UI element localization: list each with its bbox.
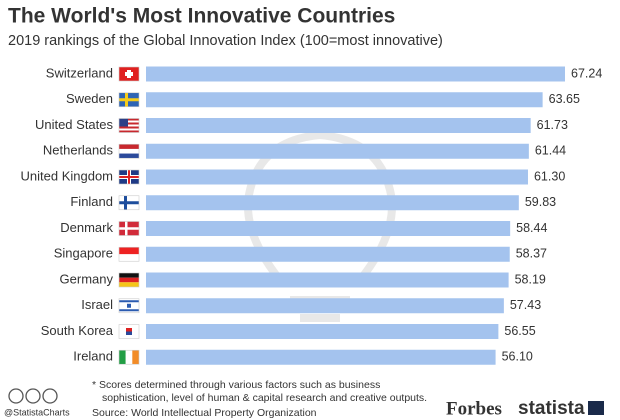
flag-part bbox=[126, 328, 132, 332]
flag-part bbox=[119, 176, 139, 178]
bar bbox=[146, 169, 528, 185]
bar bbox=[146, 349, 496, 365]
license-icons bbox=[8, 388, 58, 404]
value-label: 58.37 bbox=[516, 247, 547, 261]
value-label: 61.30 bbox=[534, 169, 565, 183]
category-label: Sweden bbox=[66, 91, 113, 106]
flag-border bbox=[118, 169, 140, 185]
flag-part bbox=[119, 277, 139, 283]
flag bbox=[118, 169, 140, 185]
bar bbox=[146, 298, 504, 314]
flag bbox=[118, 92, 140, 108]
flag-border bbox=[118, 349, 140, 365]
forbes-logo: Forbes bbox=[446, 398, 502, 419]
value-label: 59.83 bbox=[525, 195, 556, 209]
flag bbox=[118, 246, 140, 262]
value-label: 56.10 bbox=[502, 350, 533, 364]
flag bbox=[118, 324, 140, 339]
value-label: 56.55 bbox=[504, 324, 535, 338]
flag-border bbox=[118, 298, 140, 314]
flag-border bbox=[118, 92, 140, 108]
category-label: Ireland bbox=[73, 349, 113, 364]
flag-border bbox=[118, 246, 140, 262]
flag-part bbox=[119, 350, 126, 365]
flag bbox=[118, 195, 140, 211]
flag-part bbox=[125, 72, 133, 76]
flag-part bbox=[126, 331, 132, 335]
category-label: Netherlands bbox=[43, 143, 114, 158]
bar bbox=[146, 143, 529, 159]
flag-border bbox=[118, 221, 140, 236]
flag-border bbox=[118, 118, 140, 133]
flag-part bbox=[119, 122, 139, 125]
flag bbox=[118, 221, 140, 236]
bar bbox=[146, 195, 519, 211]
flag bbox=[118, 298, 140, 314]
flag-part bbox=[119, 282, 139, 287]
flag-border bbox=[118, 195, 140, 211]
category-label: Switzerland bbox=[46, 65, 113, 80]
bar bbox=[146, 221, 511, 236]
category-label: Germany bbox=[60, 271, 114, 286]
value-label: 61.44 bbox=[535, 144, 566, 158]
note-line: * Scores determined through various fact… bbox=[92, 379, 427, 404]
bar bbox=[146, 118, 531, 133]
flag-part bbox=[119, 300, 139, 303]
bar bbox=[146, 324, 499, 339]
value-label: 67.24 bbox=[571, 66, 602, 80]
source: Source: World Intellectual Property Orga… bbox=[92, 407, 317, 419]
flag-part bbox=[119, 130, 139, 133]
flag-part bbox=[132, 350, 139, 365]
statista-logo: statista bbox=[518, 398, 585, 419]
bar bbox=[146, 272, 509, 288]
flag-part bbox=[119, 254, 139, 262]
value-label: 61.73 bbox=[537, 118, 568, 132]
flag-border bbox=[118, 66, 140, 82]
flag-part bbox=[119, 148, 139, 154]
flag bbox=[118, 118, 140, 133]
category-label: South Korea bbox=[41, 323, 114, 338]
chart-title: The World's Most Innovative Countries bbox=[8, 5, 395, 28]
value-label: 63.65 bbox=[549, 92, 580, 106]
category-label: Finland bbox=[70, 194, 113, 209]
category-label: Singapore bbox=[54, 246, 113, 261]
flag bbox=[118, 272, 140, 288]
flag bbox=[118, 143, 140, 159]
flag-part bbox=[119, 118, 128, 127]
value-label: 58.44 bbox=[516, 221, 547, 235]
bar bbox=[146, 66, 565, 82]
flag-part bbox=[119, 153, 139, 159]
flag-part bbox=[119, 227, 139, 230]
flag-border bbox=[118, 324, 140, 339]
flag bbox=[118, 66, 140, 82]
flag-part bbox=[119, 247, 139, 255]
flag-part bbox=[119, 126, 139, 129]
bar bbox=[146, 92, 543, 108]
bar bbox=[146, 246, 510, 262]
flag-border bbox=[118, 143, 140, 159]
flag-part bbox=[119, 273, 139, 278]
flag-part bbox=[119, 309, 139, 312]
flag-part bbox=[125, 350, 133, 365]
flag-border bbox=[118, 272, 140, 288]
value-label: 57.43 bbox=[510, 298, 541, 312]
category-label: Israel bbox=[81, 297, 113, 312]
statista-icon bbox=[588, 401, 604, 415]
category-label: United Kingdom bbox=[21, 168, 114, 183]
flag-part bbox=[119, 144, 139, 149]
flag-part bbox=[119, 118, 139, 121]
handle: @StatistaCharts bbox=[4, 407, 70, 417]
value-label: 58.19 bbox=[515, 272, 546, 286]
flag bbox=[118, 349, 140, 365]
chart-subtitle: 2019 rankings of the Global Innovation I… bbox=[8, 33, 443, 49]
category-label: Denmark bbox=[60, 220, 113, 235]
category-label: United States bbox=[35, 117, 114, 132]
flag-part bbox=[119, 98, 139, 102]
flag-part bbox=[119, 201, 139, 205]
flag-part bbox=[127, 303, 131, 308]
